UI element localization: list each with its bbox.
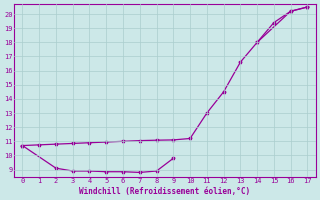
X-axis label: Windchill (Refroidissement éolien,°C): Windchill (Refroidissement éolien,°C) [79, 187, 251, 196]
